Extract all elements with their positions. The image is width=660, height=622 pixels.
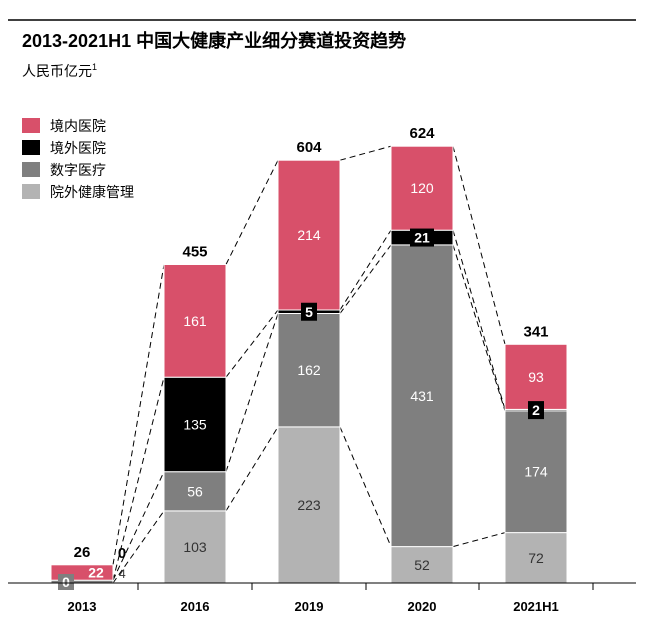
connector-1-3 xyxy=(225,159,279,265)
connector-2-2 xyxy=(339,229,392,311)
unit-label: 人民币亿元1 xyxy=(22,62,97,79)
legend-label-2: 数字医疗 xyxy=(50,162,106,178)
connector-2-1 xyxy=(339,244,392,314)
connector-3-2 xyxy=(452,230,506,410)
value-label-2021h1-s2: 2 xyxy=(532,402,540,418)
total-label-2021h1: 341 xyxy=(523,323,548,340)
bar-2016-s2 xyxy=(163,376,227,473)
chart-title: 2013-2021H1 中国大健康产业细分赛道投资趋势 xyxy=(22,30,406,51)
bar-2020-s3 xyxy=(390,145,454,231)
bar-2020-s1 xyxy=(390,244,454,548)
bar-2021h1-s1 xyxy=(504,410,568,534)
bar-2019-s3 xyxy=(277,159,341,311)
bar-2016-s0 xyxy=(163,510,227,584)
connector-3-0 xyxy=(452,532,506,548)
value-label-2020-s3: 120 xyxy=(410,180,434,196)
legend-swatch-3 xyxy=(22,184,40,199)
value-label-2020-s0: 52 xyxy=(414,557,430,573)
connector-0-0 xyxy=(112,510,165,584)
total-label-2013: 26 xyxy=(74,544,91,561)
small-label-box-2019-s2 xyxy=(301,302,317,321)
connector-3-3 xyxy=(452,146,506,345)
value-label-2020-s1: 431 xyxy=(410,388,434,404)
value-label-2016-s3: 161 xyxy=(183,313,207,329)
connector-3-1 xyxy=(452,244,506,411)
legend-label-0: 境内医院 xyxy=(50,118,106,134)
bars xyxy=(50,145,568,584)
value-label-2019-s3: 214 xyxy=(297,227,321,243)
value-labels: 26 103 56 135 161 455 223 162 5 214 604 52 431 21 120 6… xyxy=(58,125,549,590)
bar-2021h1-s3 xyxy=(504,343,568,410)
connector-2-0 xyxy=(339,426,392,547)
legend-label-3: 院外健康管理 xyxy=(50,184,134,200)
value-label-2021h1-s1: 174 xyxy=(524,464,548,480)
value-label-2013-s0: 0 xyxy=(62,574,70,590)
bar-2021h1-s0 xyxy=(504,532,568,584)
total-label-2020: 624 xyxy=(409,125,435,142)
x-axis-ticks: 2013 2016 2019 2020 2021H1 xyxy=(68,583,594,614)
total-label-2019: 604 xyxy=(296,139,322,156)
category-label-2013: 2013 xyxy=(68,599,97,614)
value-label-2013-s3: 22 xyxy=(88,565,104,581)
value-label-2019-s1: 162 xyxy=(297,362,321,378)
connector-0-1 xyxy=(112,471,165,581)
bar-2020-s0 xyxy=(390,546,454,584)
legend-swatch-1 xyxy=(22,140,40,155)
value-label-2019-s2: 5 xyxy=(305,304,313,320)
legend-label-1: 境外医院 xyxy=(50,140,106,156)
small-label-box-2020-s2 xyxy=(410,228,434,247)
connector-0-3 xyxy=(112,264,165,565)
small-label-box-2013-s0 xyxy=(58,574,74,590)
bar-2016-s3 xyxy=(163,264,227,378)
small-label-box-2021h1-s2 xyxy=(528,401,544,420)
connector-lines xyxy=(112,145,506,584)
value-label-2020-s2: 21 xyxy=(414,230,430,246)
total-label-2016: 455 xyxy=(182,244,207,261)
connector-2-3 xyxy=(339,145,392,161)
value-label-2016-s2: 135 xyxy=(183,416,207,432)
value-label-2013-s1: 4 xyxy=(119,567,126,581)
category-label-2016: 2016 xyxy=(181,599,210,614)
value-label-2021h1-s0: 72 xyxy=(528,550,544,566)
connector-1-2 xyxy=(225,309,279,378)
value-label-2019-s0: 223 xyxy=(297,497,321,513)
category-label-2021h1: 2021H1 xyxy=(513,599,559,614)
value-label-2013-s2: 0 xyxy=(118,545,126,562)
connector-0-2 xyxy=(112,377,165,581)
category-label-2019: 2019 xyxy=(295,599,324,614)
value-label-2021h1-s3: 93 xyxy=(528,369,544,385)
category-label-2020: 2020 xyxy=(408,599,437,614)
legend-swatch-2 xyxy=(22,162,40,177)
legend-swatch-0 xyxy=(22,118,40,133)
unit-superscript: 1 xyxy=(92,62,97,72)
value-label-2016-s1: 56 xyxy=(187,483,203,499)
connector-1-0 xyxy=(225,426,279,512)
bar-2016-s1 xyxy=(163,471,227,512)
connector-1-1 xyxy=(225,313,279,472)
value-label-2016-s0: 103 xyxy=(183,539,207,555)
unit-label-text: 人民币亿元 xyxy=(22,63,92,79)
